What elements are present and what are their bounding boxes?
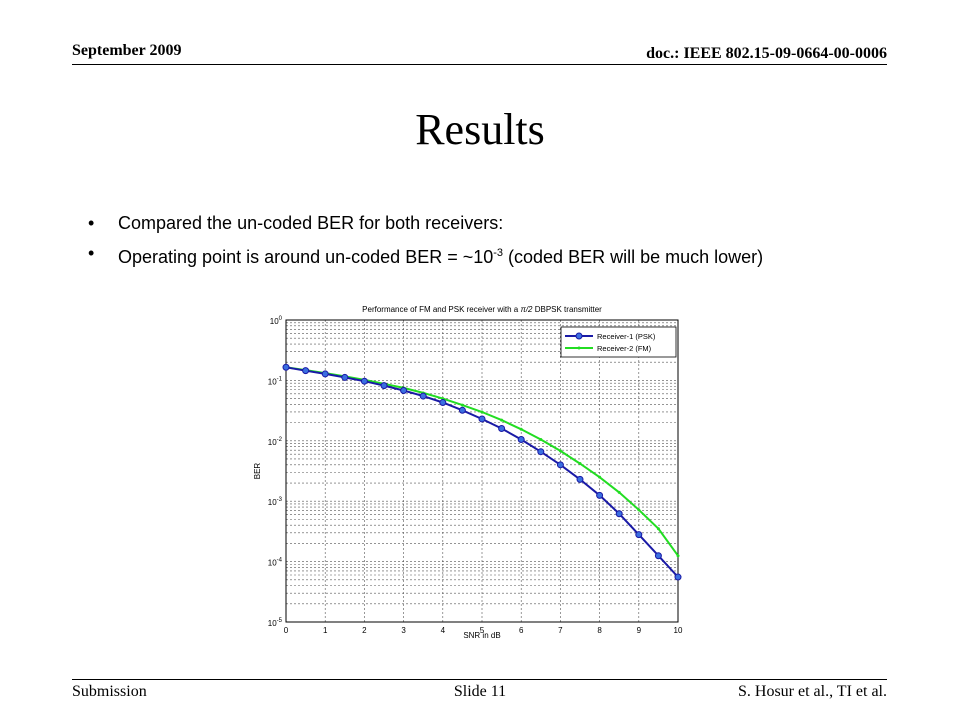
data-point [439,399,447,407]
data-point [676,554,680,558]
header-date: September 2009 [72,42,182,59]
data-point [360,377,368,385]
x-tick-label: 1 [323,626,328,635]
data-point [519,427,523,431]
x-tick-label: 0 [284,626,289,635]
legend-marker [577,346,581,350]
footer-divider [72,679,887,680]
legend-label: Receiver-1 (PSK) [597,332,656,341]
data-point [282,363,290,371]
legend: Receiver-1 (PSK) Receiver-2 (FM) [560,326,677,358]
footer-slide-number: Slide 11 [453,683,507,700]
x-tick-label: 8 [597,626,602,635]
data-point [674,573,682,581]
data-point [617,490,621,494]
footer-left: Submission [72,683,147,700]
data-point [637,508,641,512]
header-divider [72,64,887,65]
bullet-text-post: (coded BER will be much lower) [503,247,764,267]
data-point [458,406,466,414]
bullet-exponent: -3 [493,247,504,259]
x-axis-label: SNR in dB [463,631,500,639]
data-point [558,449,562,453]
x-tick-label: 10 [674,626,683,635]
y-tick-label: 10-4 [268,558,283,568]
legend-label: Receiver-2 (FM) [597,344,652,353]
data-point [537,448,545,456]
x-tick-label: 4 [441,626,446,635]
ber-chart: 0 1 2 3 4 5 6 7 8 9 10 100 10-1 10-2 10-3 10-4 10-5 Perfo… [248,297,695,639]
bullet-dot: • [88,213,95,233]
data-point [480,410,484,414]
data-point [576,475,584,483]
bullet-item: • Operating point is around un-coded BER… [88,241,848,269]
bullet-item: • Compared the un-coded BER for both rec… [88,211,848,235]
y-tick-label: 10-3 [268,497,283,507]
bullet-text: Compared the un-coded BER for both recei… [118,213,504,233]
grid [285,319,679,623]
x-tick-label: 7 [558,626,563,635]
chart-title: Performance of FM and PSK receiver with … [362,305,602,314]
data-point [656,527,660,531]
y-tick-label: 10-2 [268,437,283,447]
data-point [556,461,564,469]
data-point [419,392,427,400]
data-point [615,510,623,518]
data-point [635,531,643,539]
data-point [302,367,310,375]
data-point [578,462,582,466]
footer-authors: S. Hosur et al., TI et al. [737,683,887,700]
data-point [596,491,604,499]
y-axis-label: BER [253,463,262,480]
y-tick-label: 10-5 [268,618,283,628]
bullet-text-pre: Operating point is around un-coded BER =… [118,247,494,267]
x-tick-label: 6 [519,626,524,635]
data-point [498,424,506,432]
data-point [321,370,329,378]
data-point [539,438,543,442]
data-point [400,387,408,395]
plot-area [286,320,678,622]
y-tick-label: 10-1 [268,376,283,386]
header-doc-id: doc.: IEEE 802.15-09-0664-00-0006 [646,45,887,62]
data-point [380,382,388,390]
bullet-list: • Compared the un-coded BER for both rec… [88,211,848,275]
data-point [341,373,349,381]
x-tick-label: 2 [362,626,367,635]
data-point [478,415,486,423]
x-tick-label: 9 [637,626,642,635]
data-point [598,475,602,479]
y-tick-label: 100 [270,316,283,326]
slide-title: Results [415,105,545,154]
x-tick-label: 5 [480,626,485,635]
x-tick-label: 3 [401,626,406,635]
axes-frame [285,319,679,623]
data-point [460,403,464,407]
data-point [654,552,662,560]
legend-marker [575,332,583,340]
legend-box [560,326,677,358]
data-point [517,436,525,444]
data-point [500,418,504,422]
bullet-dot: • [88,243,95,263]
